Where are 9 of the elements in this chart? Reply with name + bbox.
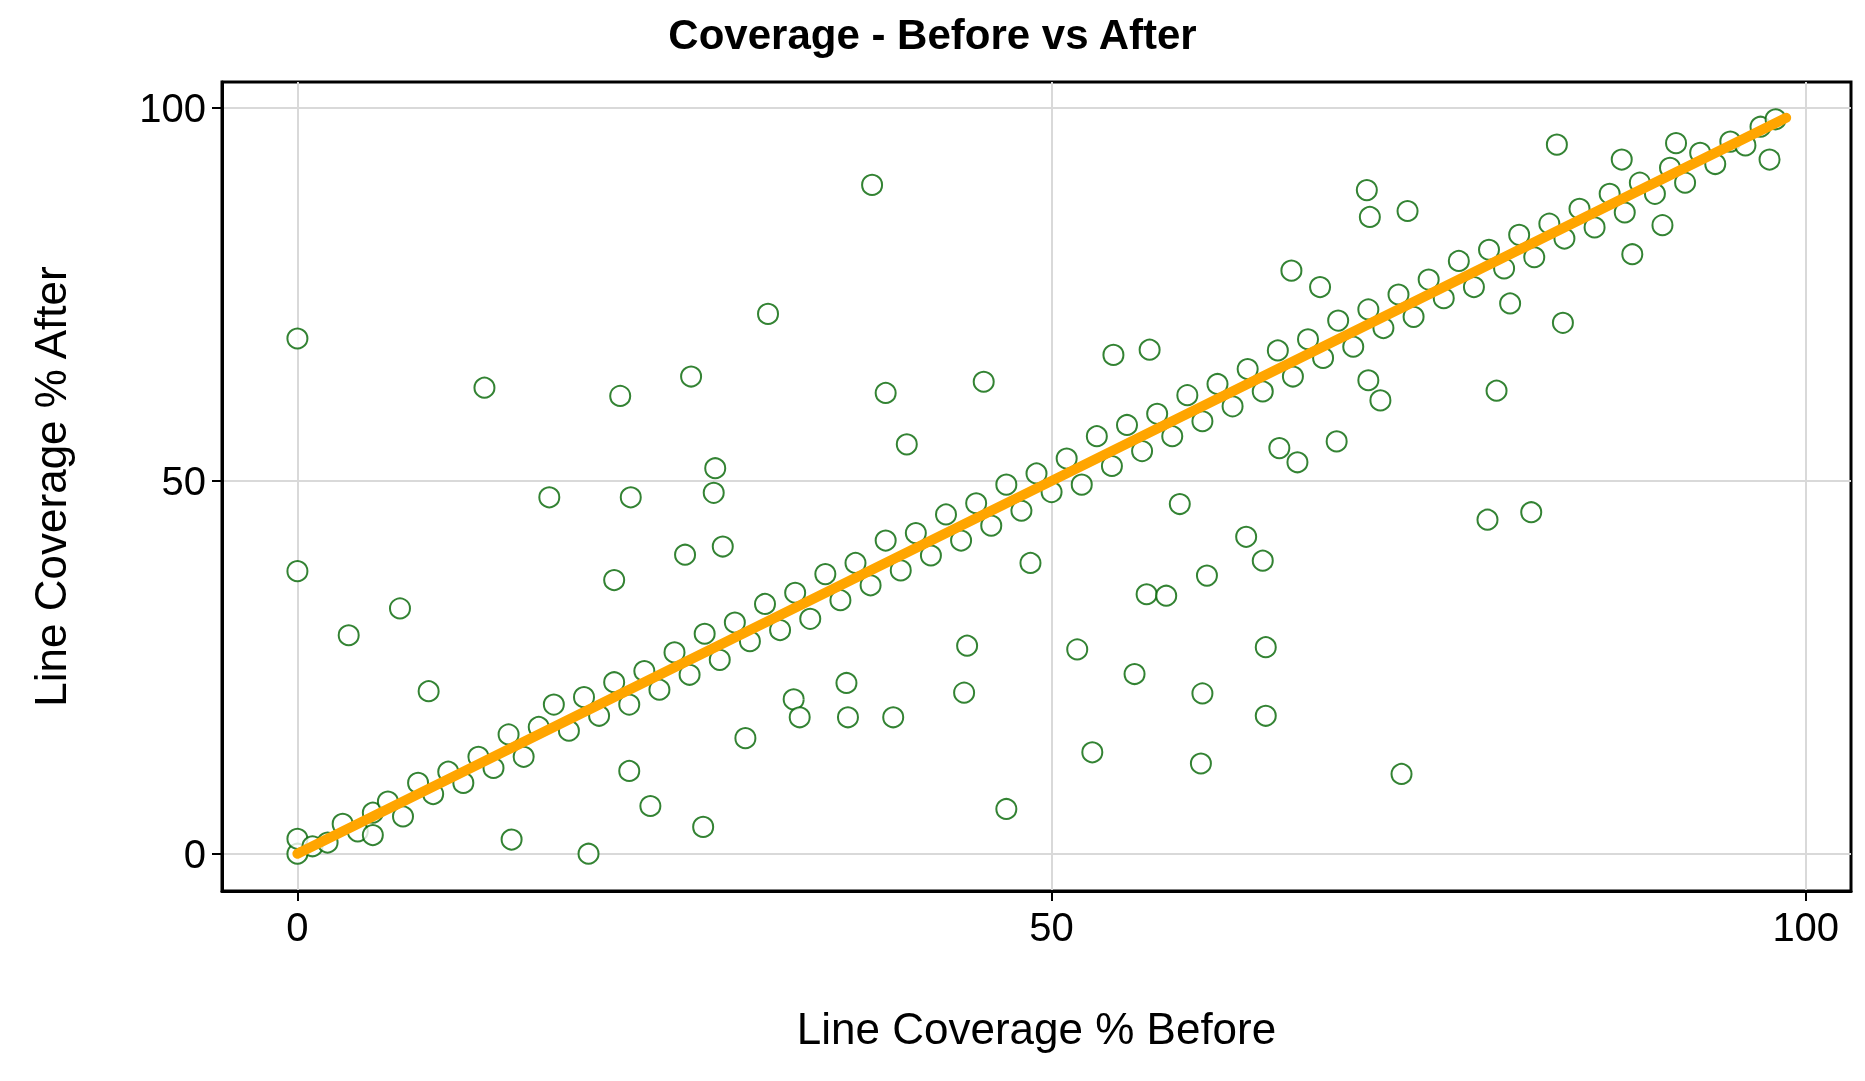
- x-tick-label: 0: [286, 905, 309, 949]
- x-tick-label: 100: [1772, 905, 1840, 949]
- y-axis-title: Line Coverage % After: [25, 266, 75, 707]
- y-tick-label: 100: [139, 86, 206, 131]
- y-tick-label: 50: [161, 458, 206, 503]
- chart-title: Coverage - Before vs After: [668, 10, 1197, 58]
- x-axis-title: Line Coverage % Before: [796, 1003, 1277, 1053]
- x-tick-label: 50: [1029, 905, 1074, 949]
- y-tick-label: 0: [183, 831, 206, 876]
